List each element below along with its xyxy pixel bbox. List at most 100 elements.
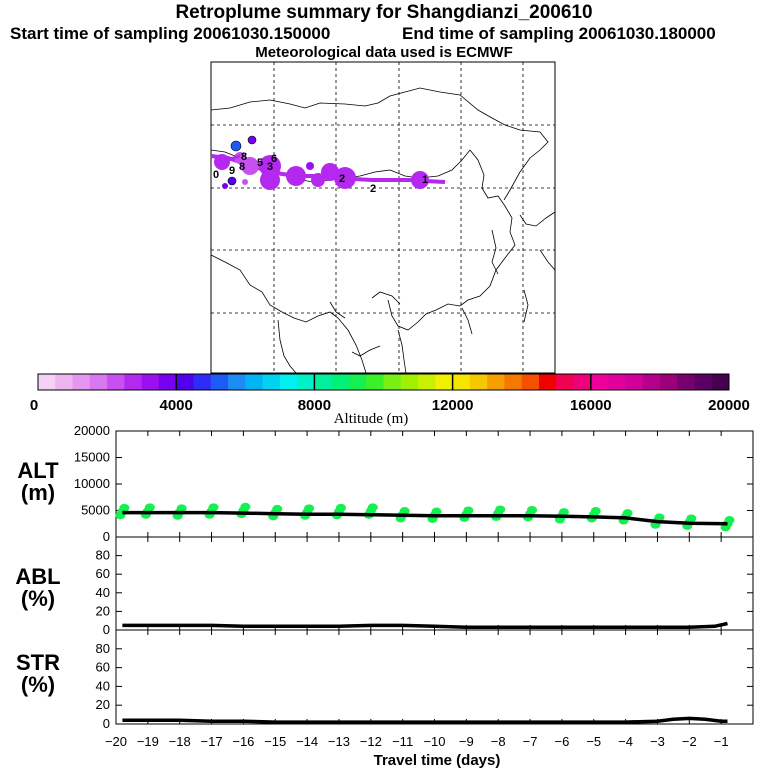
alt-particle-point (176, 504, 187, 513)
colorbar-swatch (279, 374, 298, 390)
alt-particle-point (367, 503, 378, 512)
map-day-label: 2 (370, 183, 376, 195)
alt-particle-point (304, 504, 315, 513)
trajectory-particle (230, 140, 242, 152)
colorbar-swatch (262, 374, 281, 390)
colorbar-frame (37, 373, 730, 391)
alt-particle-point (495, 505, 506, 514)
colorbar-swatch (348, 374, 367, 390)
abl-panel-name: ABL (15, 564, 60, 589)
colorbar-swatch (556, 374, 575, 390)
end-time-label: End time of sampling 20061030.180000 (402, 24, 716, 43)
colorbar-tick-label: 12000 (432, 397, 474, 414)
colorbar-label: Altitude (m) (334, 411, 409, 427)
colorbar-tick-label: 20000 (708, 397, 750, 414)
colorbar-tick-label: 0 (30, 397, 38, 414)
x-tick-label: −6 (554, 734, 569, 749)
alt-particle-point (686, 514, 697, 523)
x-tick-label: −14 (296, 734, 318, 749)
trajectory-particle (241, 157, 259, 175)
alt-particle-point (399, 507, 410, 516)
colorbar-swatch (677, 374, 695, 390)
trajectory-particle (259, 155, 281, 177)
colorbar-tick-label: 8000 (298, 397, 331, 414)
colorbar-swatch (124, 374, 143, 390)
x-tick-label: −10 (423, 734, 445, 749)
x-tick-label: −15 (264, 734, 286, 749)
start-time-label: Start time of sampling 20061030.150000 (10, 24, 331, 43)
colorbar-swatch (383, 374, 402, 390)
alt-ytick-label: 15000 (74, 450, 110, 465)
abl-ytick-label: 40 (96, 585, 110, 600)
colorbar-swatch (573, 374, 592, 390)
abl-ytick-label: 80 (96, 548, 110, 563)
colorbar-swatch (400, 374, 419, 390)
map-day-label: 0 (213, 169, 219, 181)
colorbar-tick-label: 16000 (570, 397, 612, 414)
x-tick-label: −12 (360, 734, 382, 749)
x-tick-label: −5 (586, 734, 601, 749)
str-ytick-label: 60 (96, 660, 110, 675)
map-day-label: 9 (229, 165, 235, 177)
colorbar-swatch (435, 374, 454, 390)
colorbar-swatch (72, 374, 91, 390)
str-panel-name: STR (16, 650, 60, 675)
trajectory-particle (260, 170, 280, 190)
colorbar-swatch (210, 374, 229, 390)
x-tick-label: −13 (328, 734, 350, 749)
str-ytick-label: 80 (96, 641, 110, 656)
colorbar-swatch (141, 374, 160, 390)
colorbar-swatch (38, 374, 56, 390)
map-day-label: 2 (339, 173, 345, 185)
time-series-panels: ALT(m)05000100001500020000ABL(%)02040608… (15, 423, 754, 768)
colorbar-swatch (314, 374, 333, 390)
colorbar-swatch (625, 374, 644, 390)
colorbar-swatch (608, 374, 626, 390)
x-axis-label: Travel time (days) (374, 752, 501, 768)
trajectory-particle (306, 162, 314, 170)
alt-panel-unit: (m) (21, 480, 55, 505)
abl-panel-frame (115, 536, 754, 631)
alt-particle-point (335, 503, 346, 512)
alt-ytick-label: 5000 (81, 503, 110, 518)
colorbar-swatch (659, 374, 678, 390)
x-tick-label: −19 (137, 734, 159, 749)
alt-particle-point (622, 509, 633, 518)
colorbar-swatch (590, 374, 609, 390)
colorbar-swatch (711, 374, 730, 390)
x-tick-label: −3 (650, 734, 665, 749)
map-panel: 1 2 2 35 6 890 8 (210, 61, 556, 374)
trajectory-particle (234, 152, 246, 164)
colorbar-swatch (487, 374, 505, 390)
abl-panel-unit: (%) (21, 586, 55, 611)
map-frame (210, 61, 556, 374)
x-tick-label: −11 (392, 734, 413, 749)
colorbar-swatch (331, 374, 350, 390)
trajectory-particle (227, 176, 237, 186)
trajectory-particle (247, 135, 257, 145)
alt-particle-point (590, 507, 601, 516)
map-day-label: 1 (422, 174, 428, 186)
alt-particle-point (527, 505, 538, 514)
alt-particle-point (558, 508, 569, 517)
alt-ytick-label: 0 (103, 529, 110, 544)
alt-ytick-label: 20000 (74, 423, 110, 438)
str-panel-frame (115, 629, 754, 725)
alt-particle-point (240, 502, 251, 511)
map-day-label: 8 (239, 161, 245, 173)
alt-particle-point (431, 507, 442, 516)
colorbar-swatch (158, 374, 177, 390)
abl-ytick-label: 60 (96, 566, 110, 581)
x-tick-label: −17 (201, 734, 223, 749)
colorbar-swatch (694, 374, 713, 390)
x-tick-label: −20 (105, 734, 127, 749)
abl-series-line (122, 621, 728, 629)
alt-series-line (122, 510, 728, 526)
x-tick-label: −8 (491, 734, 506, 749)
trajectory-particle (286, 166, 306, 186)
colorbar-swatch (89, 374, 108, 390)
colorbar-swatch (107, 374, 125, 390)
colorbar-swatch (521, 374, 540, 390)
str-series-line (122, 716, 728, 724)
